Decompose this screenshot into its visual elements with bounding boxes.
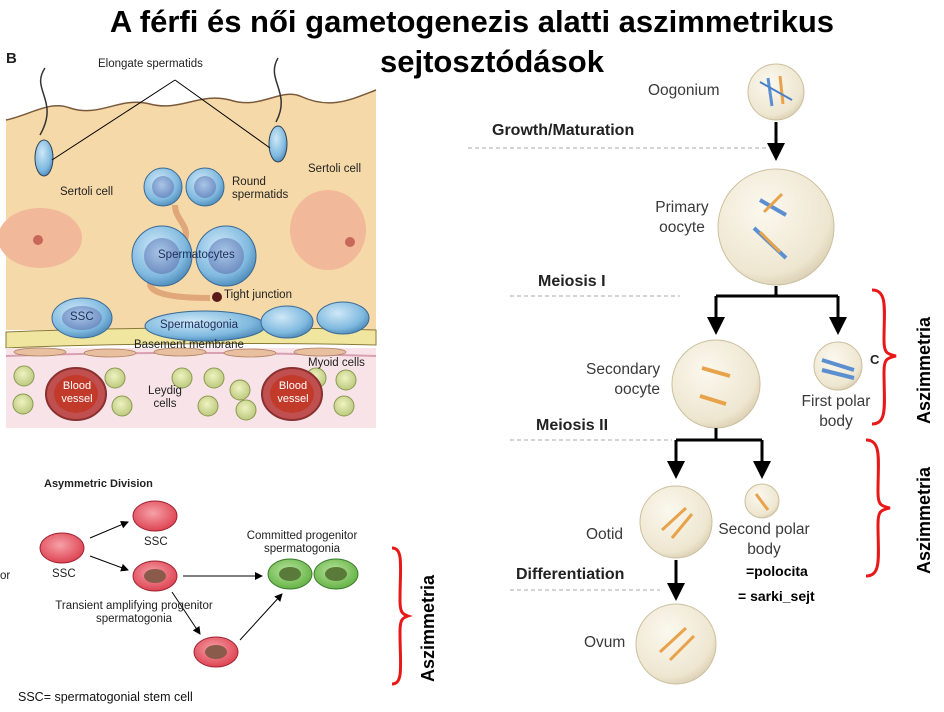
panel-letter: B <box>6 50 17 67</box>
elongate-spermatid-right <box>268 57 288 163</box>
title-line-2: sejtosztódások <box>380 44 604 79</box>
ssc-top-label: SSC <box>144 536 168 548</box>
secondary-oocyte-label: Secondary oocyte <box>586 361 661 398</box>
growth-maturation-label: Growth/Maturation <box>492 122 635 139</box>
asymmetric-division-diagram <box>39 500 413 686</box>
aszimmetria-label-meiosis-2: Aszimmetria <box>914 466 934 574</box>
sertoli-cell-left-label: Sertoli cell <box>60 186 114 198</box>
committed-progenitor-label: Committed progenitor spermatogonia <box>246 530 358 555</box>
primary-oocyte-label: Primary oocyte <box>655 199 709 236</box>
ovum-label: Ovum <box>584 634 626 651</box>
ssc-cell-label: SSC <box>70 311 94 323</box>
title-line-1: A férfi és női gametogenezis alatti aszi… <box>109 4 835 39</box>
polocita-label: =polocita <box>746 563 808 579</box>
basement-membrane-label: Basement membrane <box>134 339 244 351</box>
blood-vessel-right-label: Blood vessel <box>277 380 309 405</box>
oogenesis-diagram <box>468 63 897 685</box>
myoid-cells <box>13 347 347 358</box>
second-polar-body-label: Second polar body <box>718 521 810 558</box>
sertoli-cell-right-label: Sertoli cell <box>308 163 362 175</box>
spermatocytes-label: Spermatocytes <box>158 249 235 261</box>
meiosis-i-label: Meiosis I <box>538 273 606 290</box>
spermatocytes <box>131 225 257 301</box>
elongate-spermatids-label: Elongate spermatids <box>98 58 203 70</box>
myoid-cells-label: Myoid cells <box>308 357 365 369</box>
oogonium-label: Oogonium <box>648 82 720 99</box>
spermatogonia <box>51 297 370 342</box>
asymmetric-division-title: Asymmetric Division <box>44 478 153 490</box>
cropped-text-label: or <box>0 570 11 582</box>
blood-vessel-right <box>261 367 323 421</box>
elongate-spermatid-left <box>34 67 54 177</box>
tight-junction-marker <box>212 292 222 302</box>
meiosis-ii-label: Meiosis II <box>536 417 609 434</box>
differentiation-label: Differentiation <box>516 566 625 583</box>
sarki-sejt-label: = sarki_sejt <box>738 588 815 604</box>
round-spermatids-label: Round spermatids <box>232 176 289 201</box>
blood-vessel-left <box>45 367 107 421</box>
aszimmetria-label-meiosis-1: Aszimmetria <box>914 316 934 424</box>
page-title: A férfi és női gametogenezis alatti aszi… <box>0 2 944 82</box>
first-polar-body-label: First polar body <box>801 393 871 430</box>
ssc-left-label: SSC <box>52 568 76 580</box>
aszimmetria-label-left: Aszimmetria <box>418 574 438 682</box>
ootid-label: Ootid <box>586 526 624 543</box>
spermatogonia-label: Spermatogonia <box>160 319 238 331</box>
tight-junction-label: Tight junction <box>224 289 292 301</box>
round-spermatids <box>143 167 225 241</box>
blood-vessel-left-label: Blood vessel <box>61 380 93 405</box>
transient-amplifying-label: Transient amplifying progenitor spermato… <box>55 600 213 625</box>
leydig-cells <box>12 365 357 421</box>
leydig-cells-label: Leydig cells <box>148 385 182 410</box>
c-marker-label: C <box>870 352 880 367</box>
ssc-footnote: SSC= spermatogonial stem cell <box>18 690 193 704</box>
